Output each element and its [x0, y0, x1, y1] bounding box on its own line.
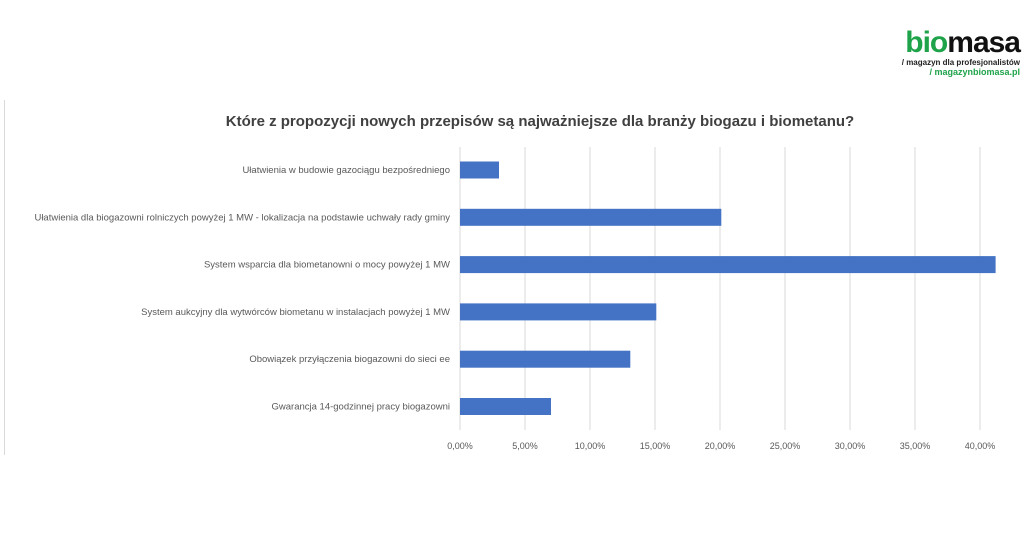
x-tick-label: 20,00% [705, 441, 736, 451]
x-tick-label: 15,00% [640, 441, 671, 451]
x-tick-label: 40,00% [965, 441, 996, 451]
category-label: Ułatwienia dla biogazowni rolniczych pow… [34, 212, 450, 223]
bar [460, 303, 657, 321]
chart-title: Które z propozycji nowych przepisów są n… [225, 113, 855, 130]
x-tick-label: 25,00% [770, 441, 801, 451]
bar [460, 161, 499, 179]
logo-site: / magazynbiomasa.pl [929, 67, 1020, 77]
logo-bio: bio [905, 26, 948, 59]
logo-masa: masa [947, 26, 1021, 59]
category-label: Obowiązek przyłączenia biogazowni do sie… [249, 354, 450, 365]
x-tick-label: 5,00% [512, 441, 538, 451]
x-tick-label: 30,00% [835, 441, 866, 451]
category-label: Ułatwienia w budowie gazociągu bezpośred… [242, 165, 450, 176]
x-tick-label: 0,00% [447, 441, 473, 451]
bar [460, 350, 631, 368]
bar [460, 208, 722, 226]
x-tick-label: 35,00% [900, 441, 931, 451]
category-label: Gwarancja 14-godzinnej pracy biogazowni [272, 402, 451, 413]
x-tick-label: 10,00% [575, 441, 606, 451]
bar [460, 256, 996, 274]
biomasa-logo: biomasa / magazyn dla profesjonalistów /… [900, 26, 1021, 78]
chart-frame [4, 100, 5, 455]
category-label: System wsparcia dla biometanowni o mocy … [204, 260, 450, 271]
category-label: System aukcyjny dla wytwórców biometanu … [141, 307, 450, 318]
bar [460, 398, 551, 415]
logo-tagline: / magazyn dla profesjonalistów [901, 58, 1020, 67]
